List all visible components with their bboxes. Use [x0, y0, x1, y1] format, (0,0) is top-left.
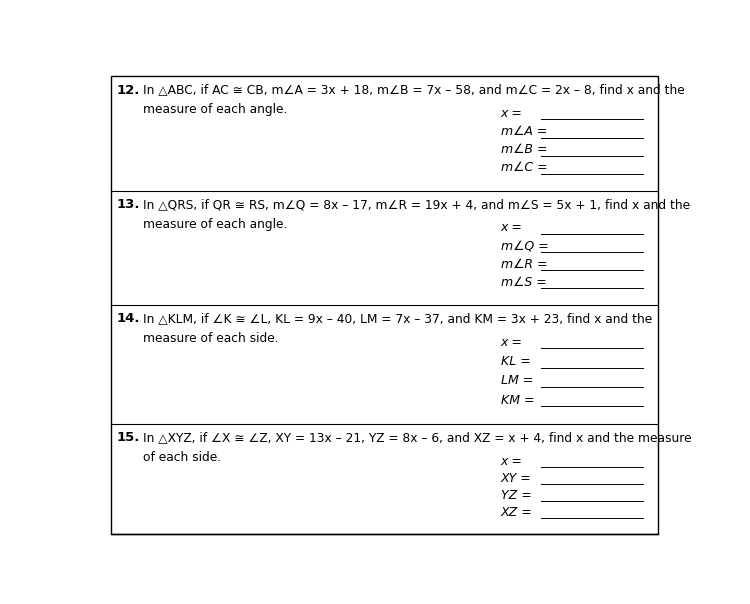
Text: In △ABC, if AC ≅ CB, m∠A = 3x + 18, m∠B = 7x – 58, and m∠C = 2x – 8, find x and : In △ABC, if AC ≅ CB, m∠A = 3x + 18, m∠B …: [143, 83, 685, 97]
Text: KL =: KL =: [501, 355, 530, 368]
Text: x =: x =: [501, 336, 523, 349]
Text: measure of each angle.: measure of each angle.: [143, 217, 287, 231]
Text: 12.: 12.: [117, 83, 140, 97]
Text: m∠Q =: m∠Q =: [501, 239, 548, 252]
Text: measure of each side.: measure of each side.: [143, 332, 279, 345]
Text: x =: x =: [501, 455, 523, 467]
Text: measure of each angle.: measure of each angle.: [143, 103, 287, 116]
Text: In △KLM, if ∠K ≅ ∠L, KL = 9x – 40, LM = 7x – 37, and KM = 3x + 23, find x and th: In △KLM, if ∠K ≅ ∠L, KL = 9x – 40, LM = …: [143, 312, 652, 326]
Text: m∠S =: m∠S =: [501, 276, 546, 289]
Text: In △QRS, if QR ≅ RS, m∠Q = 8x – 17, m∠R = 19x + 4, and m∠S = 5x + 1, find x and : In △QRS, if QR ≅ RS, m∠Q = 8x – 17, m∠R …: [143, 198, 690, 211]
Text: 13.: 13.: [117, 198, 140, 211]
Text: m∠B =: m∠B =: [501, 143, 547, 156]
Text: YZ =: YZ =: [501, 489, 531, 502]
Text: In △XYZ, if ∠X ≅ ∠Z, XY = 13x – 21, YZ = 8x – 6, and XZ = x + 4, find x and the : In △XYZ, if ∠X ≅ ∠Z, XY = 13x – 21, YZ =…: [143, 431, 692, 445]
Text: x =: x =: [501, 221, 523, 234]
Text: m∠R =: m∠R =: [501, 257, 547, 271]
Text: LM =: LM =: [501, 374, 532, 387]
Text: 15.: 15.: [117, 431, 140, 445]
Text: m∠A =: m∠A =: [501, 125, 547, 138]
Text: of each side.: of each side.: [143, 451, 221, 464]
Text: m∠C =: m∠C =: [501, 161, 548, 175]
Text: KM =: KM =: [501, 394, 534, 406]
Text: 14.: 14.: [117, 312, 140, 326]
Text: x =: x =: [501, 107, 523, 120]
Text: XZ =: XZ =: [501, 506, 532, 519]
Text: XY =: XY =: [501, 472, 531, 484]
